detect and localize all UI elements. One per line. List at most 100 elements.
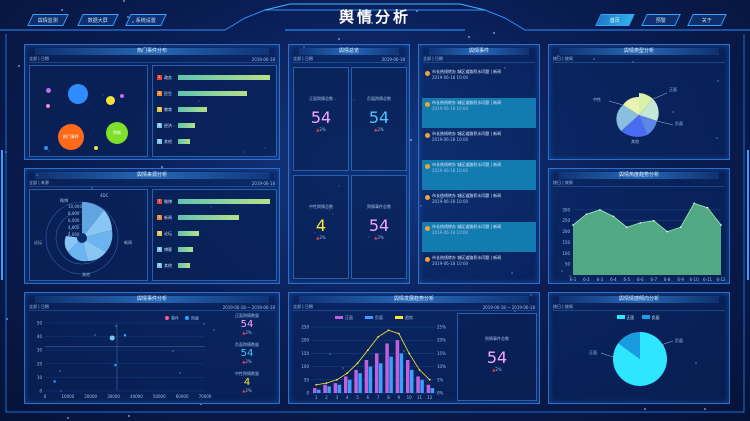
filter-tabs[interactable]: 全部 | 日期 <box>29 304 49 309</box>
data-point <box>720 224 722 226</box>
bar-负面 <box>337 384 342 393</box>
filter-tabs[interactable]: 按日 | 按周 <box>553 304 573 309</box>
rank-badge: 1 <box>157 75 162 80</box>
x-tick: 30000 <box>107 394 120 399</box>
rank-row[interactable]: 1 政务 <box>157 74 271 81</box>
filter-tabs[interactable]: 全部 | 来源 <box>29 180 49 185</box>
x-tick: 8 <box>387 395 390 400</box>
bar-负面 <box>430 388 435 393</box>
news-item[interactable]: 市长热线转办 城区道路积水问题 | 新闻 2019-06-18 10:00 <box>422 98 536 128</box>
panel-title: 舆情类型分析 <box>559 48 719 55</box>
x-tick: 6-2 <box>583 277 590 282</box>
pie-chart: 正面 负面 <box>589 332 683 386</box>
rank-row[interactable]: 2 民生 <box>157 90 248 97</box>
panel-title: 舆情发展趋势分析 <box>299 296 529 303</box>
date-picker[interactable]: 2019-06-18 ~ 2019-06-18 <box>222 304 275 310</box>
bar-正面 <box>333 383 338 393</box>
date-picker[interactable]: 2019-06-18 ~ 2019-06-18 <box>482 304 535 310</box>
bar-负面 <box>389 356 393 393</box>
date-picker[interactable]: 2019-06-18 <box>381 56 405 62</box>
legend-swatch <box>185 316 189 320</box>
x-tick: 50000 <box>153 394 166 399</box>
y-tick-right: 20% <box>437 338 446 343</box>
radial-label-4: 其他 <box>82 272 90 277</box>
rank-row[interactable]: 3 教育 <box>157 106 207 113</box>
filter-tabs[interactable]: 全部 | 日期 <box>293 304 313 309</box>
trend-line <box>316 329 431 386</box>
bubble-small-4 <box>94 146 98 150</box>
x-tick: 6-11 <box>703 277 713 282</box>
x-tick: 6-1 <box>570 277 577 282</box>
bar-正面 <box>313 388 317 393</box>
rose-chart <box>608 92 674 137</box>
rank-badge: 2 <box>157 91 162 96</box>
y-tick: 300 <box>562 207 570 212</box>
data-point <box>626 226 628 229</box>
side-stat-label: 中性舆情数量 <box>235 371 259 376</box>
filter-tabs[interactable]: 按日 | 按周 <box>553 56 573 61</box>
news-title: 市长热线转办 城区道路积水问题 | 新闻 <box>432 255 502 260</box>
rank-row[interactable]: 3 论坛 <box>157 230 200 237</box>
legend-label: 正面 <box>345 315 353 320</box>
trend-point <box>335 378 338 381</box>
legend-swatch <box>365 316 373 319</box>
rank-name: 博客 <box>164 246 172 252</box>
rose-label-1: 正面 <box>669 87 677 92</box>
y-tick: 50 <box>37 321 43 326</box>
stat-trend: ▲2% <box>316 235 326 240</box>
filter-tabs[interactable]: 全部 | 日期 <box>293 56 313 61</box>
news-dot-icon <box>425 164 430 169</box>
star <box>18 65 21 68</box>
star <box>67 417 70 420</box>
x-tick: 40000 <box>130 394 143 399</box>
news-title: 市长热线转办 城区道路积水问题 | 新闻 <box>432 193 502 198</box>
news-item[interactable]: 市长热线转办 城区道路积水问题 | 新闻 2019-06-18 10:00 <box>422 129 536 159</box>
bar-负面 <box>327 386 331 393</box>
news-dot-icon <box>425 226 430 231</box>
legend-item-2: 负面 <box>642 315 660 321</box>
rank-row[interactable]: 2 新闻 <box>157 214 240 221</box>
radial-tick: 2,000 <box>68 232 80 237</box>
rank-row[interactable]: 4 博客 <box>157 246 194 253</box>
news-item[interactable]: 市长热线转办 城区道路积水问题 | 新闻 2019-06-18 10:00 <box>422 253 536 283</box>
news-item[interactable]: 市长热线转办 城区道路积水问题 | 新闻 2019-06-18 10:00 <box>422 67 536 97</box>
y-tick: 30 <box>37 348 43 353</box>
trend-point <box>377 336 380 338</box>
data-point <box>612 215 615 218</box>
pie-legend: 正面 负面 <box>617 315 660 321</box>
stat-trend: ▲2% <box>316 127 326 132</box>
side-stat-trend: ▲2% <box>242 359 252 364</box>
panel-development-trend: 舆情发展趋势分析 全部 | 日期 2019-06-18 ~ 2019-06-18 … <box>288 292 540 404</box>
side-stat: 正面舆情数量 54 ▲2% <box>217 313 277 335</box>
rank-bar <box>178 91 248 96</box>
filter-tabs[interactable]: 全部 | 日期 <box>423 56 443 61</box>
bar-正面 <box>375 353 379 393</box>
rank-bar <box>178 123 196 128</box>
pie-label: 负面 <box>675 337 683 343</box>
filter-tabs[interactable]: 全部 | 日期 <box>29 56 49 61</box>
news-item[interactable]: 市长热线转办 城区道路积水问题 | 新闻 2019-06-18 10:00 <box>422 222 536 252</box>
rank-row[interactable]: 1 微博 <box>157 198 271 205</box>
news-title: 市长热线转办 城区道路积水问题 | 新闻 <box>432 69 502 74</box>
top-bar: 舆情分析 舆情监测 数据大屏 系统设置 首页 预警 关于 <box>0 0 750 36</box>
filter-tabs[interactable]: 按日 | 按周 <box>553 180 573 185</box>
star <box>415 10 418 13</box>
date-picker[interactable]: 2019-06-18 <box>251 180 275 186</box>
y-tick: 40 <box>37 334 43 339</box>
bar-正面 <box>395 340 400 393</box>
rank-row[interactable]: 5 其他 <box>157 138 190 145</box>
rank-bar <box>178 231 200 236</box>
scatter-point <box>114 363 117 367</box>
date-picker[interactable]: 2019-06-18 <box>251 56 275 62</box>
x-tick: 0 <box>44 394 47 399</box>
x-tick: 6-9 <box>677 277 684 282</box>
news-item[interactable]: 市长热线转办 城区道路积水问题 | 新闻 2019-06-18 10:00 <box>422 191 536 221</box>
news-item[interactable]: 市长热线转办 城区道路积水问题 | 新闻 2019-06-18 10:00 <box>422 160 536 190</box>
rank-list: 1 微博 2 新闻 3 论坛 4 博客 5 其他 <box>152 189 277 281</box>
bar-正面 <box>364 360 369 393</box>
rank-row[interactable]: 4 经济 <box>157 122 196 129</box>
bubble-4: 舆情 <box>106 122 128 144</box>
rank-bar <box>178 199 271 204</box>
rank-row[interactable]: 5 其他 <box>157 262 190 269</box>
y-tick-left: 0 <box>306 391 309 396</box>
